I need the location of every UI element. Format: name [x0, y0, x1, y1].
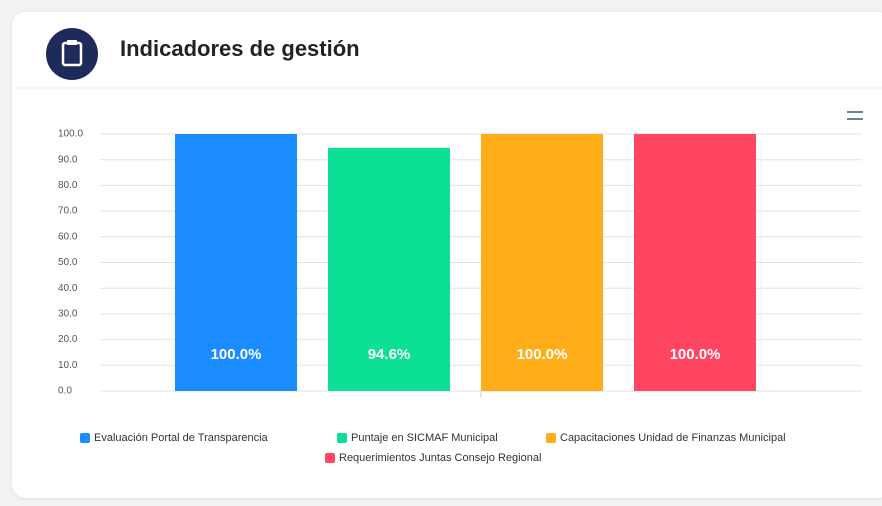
y-tick-label: 60.0: [58, 231, 78, 242]
chart-title: Indicadores de gestión: [120, 36, 360, 61]
y-tick-label: 40.0: [58, 283, 78, 294]
bar: [481, 134, 603, 391]
legend-label: Capacitaciones Unidad de Finanzas Munici…: [560, 432, 786, 444]
y-tick-label: 20.0: [58, 334, 78, 345]
y-tick-label: 70.0: [58, 206, 78, 217]
y-tick-label: 10.0: [58, 360, 78, 371]
header-icon: [46, 28, 98, 80]
menu-icon[interactable]: [847, 111, 863, 120]
y-tick-label: 100.0: [58, 129, 83, 140]
y-tick-label: 80.0: [58, 180, 78, 191]
data-label: 94.6%: [368, 346, 411, 363]
bar: [634, 134, 756, 391]
data-label: 100.0%: [517, 346, 568, 363]
bar: [328, 147, 450, 391]
legend-marker: [80, 433, 90, 443]
legend-marker: [337, 433, 347, 443]
legend-label: Evaluación Portal de Transparencia: [94, 432, 269, 444]
data-label: 100.0%: [670, 346, 721, 363]
y-tick-label: 50.0: [58, 257, 78, 268]
data-label: 100.0%: [211, 346, 262, 363]
legend-marker: [325, 453, 335, 463]
legend-marker: [546, 433, 556, 443]
legend-label: Requerimientos Juntas Consejo Regional: [339, 452, 541, 464]
y-tick-label: 30.0: [58, 309, 78, 320]
y-tick-label: 0.0: [58, 386, 72, 397]
y-tick-label: 90.0: [58, 154, 78, 165]
bar: [175, 134, 297, 391]
legend-label: Puntaje en SICMAF Municipal: [351, 432, 498, 444]
clipboard-clip: [67, 40, 77, 45]
